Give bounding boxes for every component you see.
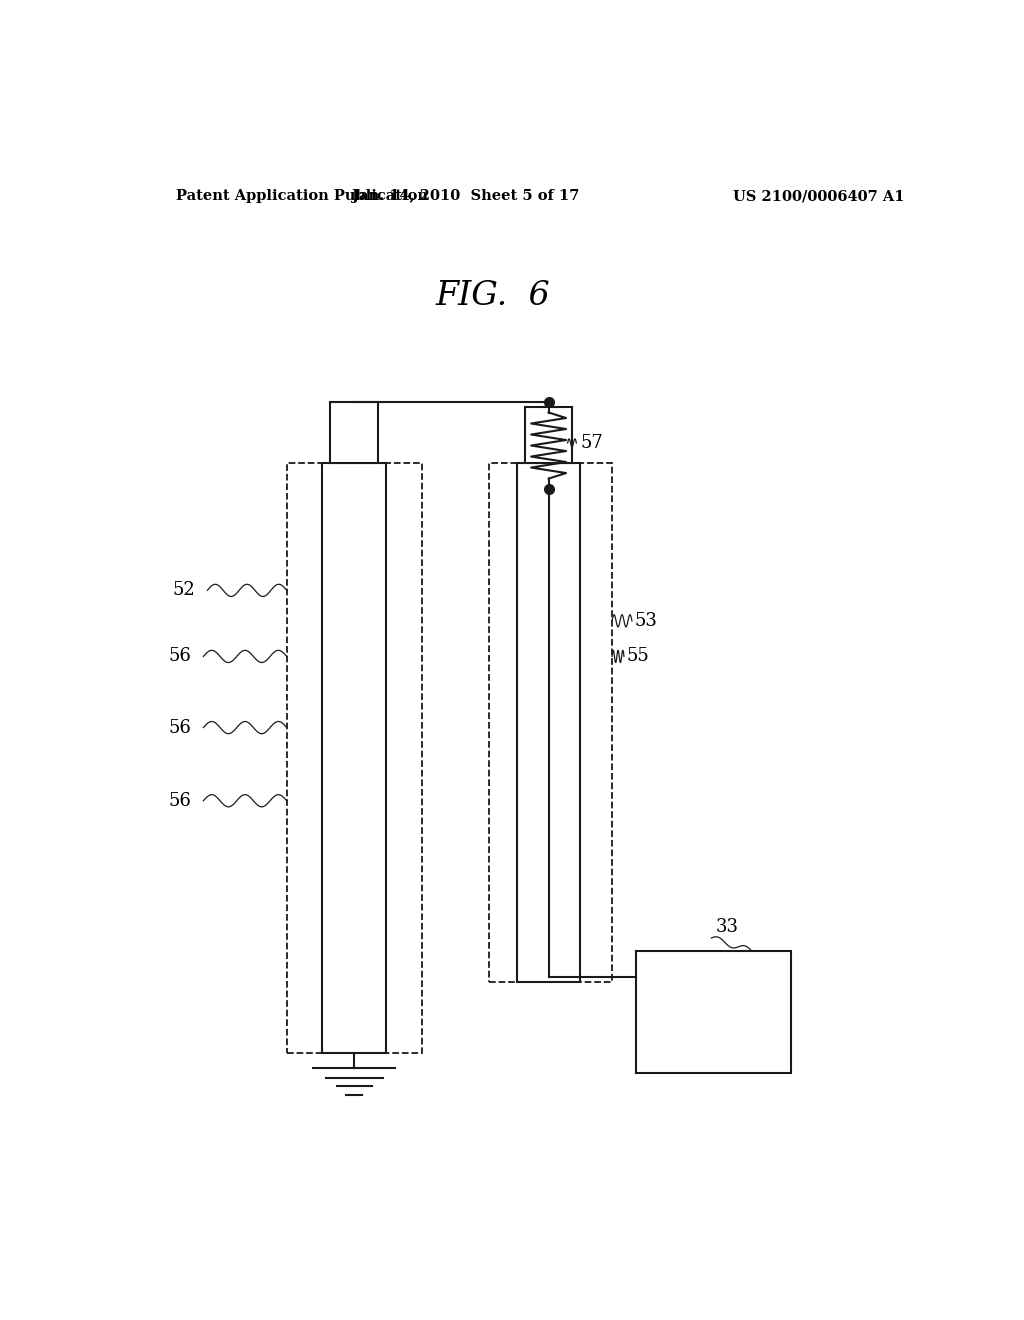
Text: 53: 53: [634, 612, 657, 630]
Text: 57: 57: [581, 434, 603, 451]
Bar: [524, 408, 572, 463]
Bar: [636, 952, 791, 1073]
Text: 33: 33: [715, 917, 738, 936]
Text: Jan. 14, 2010  Sheet 5 of 17: Jan. 14, 2010 Sheet 5 of 17: [351, 189, 579, 203]
Text: 56: 56: [169, 792, 191, 809]
Bar: [331, 403, 378, 463]
Text: US 2100/0006407 A1: US 2100/0006407 A1: [733, 189, 904, 203]
Text: Patent Application Publication: Patent Application Publication: [176, 189, 428, 203]
Bar: [287, 463, 422, 1053]
Text: 55: 55: [627, 647, 649, 665]
Bar: [489, 463, 612, 982]
Text: FIG.  6: FIG. 6: [435, 280, 551, 312]
Text: 56: 56: [169, 718, 191, 737]
Text: 56: 56: [169, 647, 191, 665]
Bar: [517, 463, 581, 982]
Text: 52: 52: [173, 581, 196, 599]
Bar: [323, 463, 386, 1053]
